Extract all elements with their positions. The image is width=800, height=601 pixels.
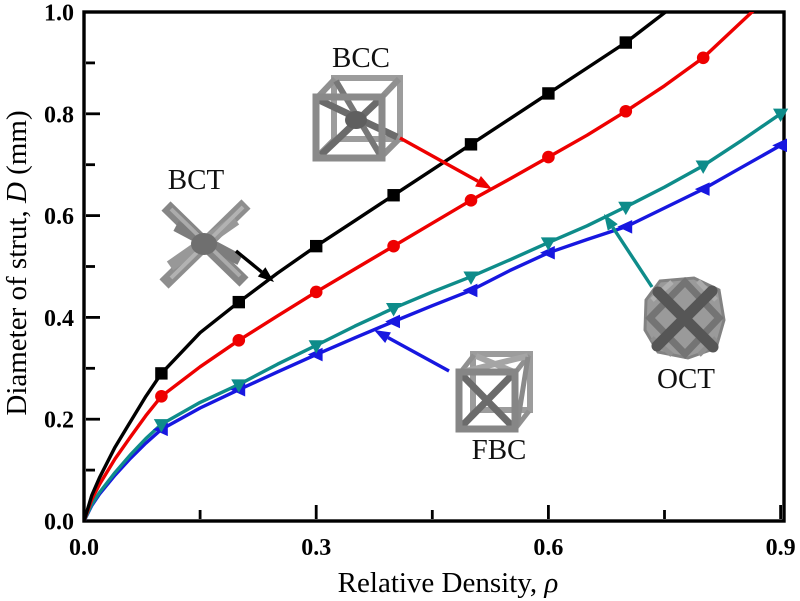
bcc-lattice-icon (312, 75, 403, 162)
marker-bcc (542, 150, 555, 164)
annotation-arrow-fbc (387, 336, 450, 373)
x-tick-label: 0.0 (69, 535, 99, 561)
x-axis-title: Relative Density, ρ (338, 567, 559, 599)
y-axis-title: Diameter of strut, D (mm) (1, 110, 33, 415)
series-markers (153, 36, 789, 437)
marker-fbc (772, 138, 787, 153)
marker-oct (695, 160, 711, 174)
x-tick-label: 0.3 (301, 535, 331, 561)
y-tick-label: 0.0 (44, 510, 74, 536)
marker-bcc (232, 334, 246, 347)
axis-tick-labels: 0.0 0.3 0.6 0.9 0.0 0.2 0.4 0.6 0.8 1.0 (44, 1, 796, 562)
marker-bcc (619, 104, 633, 118)
y-tick-label: 0.8 (44, 102, 74, 128)
marker-bct (542, 87, 555, 100)
marker-bct (387, 189, 400, 202)
annotation-arrowhead-oct (604, 214, 618, 231)
y-tick-label: 0.2 (44, 408, 74, 434)
annotation-label-fbc: FBC (472, 434, 527, 466)
curve-fbc (84, 143, 783, 521)
marker-fbc (385, 314, 400, 329)
marker-bct (310, 239, 323, 253)
curve-bct (84, 12, 669, 521)
marker-oct (308, 340, 324, 354)
annotation-arrowhead-bcc (475, 175, 492, 189)
annotation-arrowhead-bct (257, 267, 274, 282)
marker-fbc (694, 182, 710, 196)
y-tick-label: 0.6 (44, 204, 74, 230)
annotation-arrow-oct (611, 226, 654, 288)
marker-bct (232, 295, 245, 309)
annotation-label-bct: BCT (168, 164, 225, 196)
marker-bcc (696, 51, 710, 65)
y-tick-label: 1.0 (44, 1, 74, 27)
marker-oct (463, 271, 479, 285)
annotation-label-bcc: BCC (332, 42, 390, 74)
marker-fbc (307, 347, 323, 362)
marker-fbc (540, 245, 555, 260)
marker-bct (619, 36, 632, 49)
curve-oct (84, 112, 783, 521)
fbc-lattice-icon (455, 351, 533, 433)
marker-fbc (617, 219, 633, 234)
marker-oct (386, 303, 402, 317)
marker-oct (231, 379, 247, 393)
series-curves (84, 12, 783, 521)
annotation-arrowhead-fbc (374, 330, 391, 343)
annotation-arrow-bcc (399, 136, 479, 183)
marker-bct (464, 138, 478, 151)
marker-oct (618, 201, 634, 216)
marker-oct (540, 237, 556, 251)
marker-oct (773, 108, 789, 122)
oct-lattice-icon (643, 276, 726, 360)
curve-bcc (84, 12, 755, 521)
plot-frame (82, 10, 786, 523)
marker-oct (153, 419, 169, 433)
annotations: BCT BCC FBC OCT (168, 42, 715, 466)
y-tick-label: 0.4 (44, 306, 74, 332)
x-tick-label: 0.6 (533, 535, 563, 561)
annotation-label-oct: OCT (657, 363, 715, 395)
marker-bcc (309, 285, 323, 299)
marker-bct (155, 367, 168, 380)
bct-lattice-icon (159, 199, 251, 289)
x-tick-label: 0.9 (766, 535, 796, 561)
marker-bcc (387, 239, 400, 253)
annotation-arrow-bct (234, 249, 263, 274)
marker-bcc (155, 389, 168, 403)
marker-fbc (462, 283, 478, 298)
marker-bcc (464, 194, 478, 207)
